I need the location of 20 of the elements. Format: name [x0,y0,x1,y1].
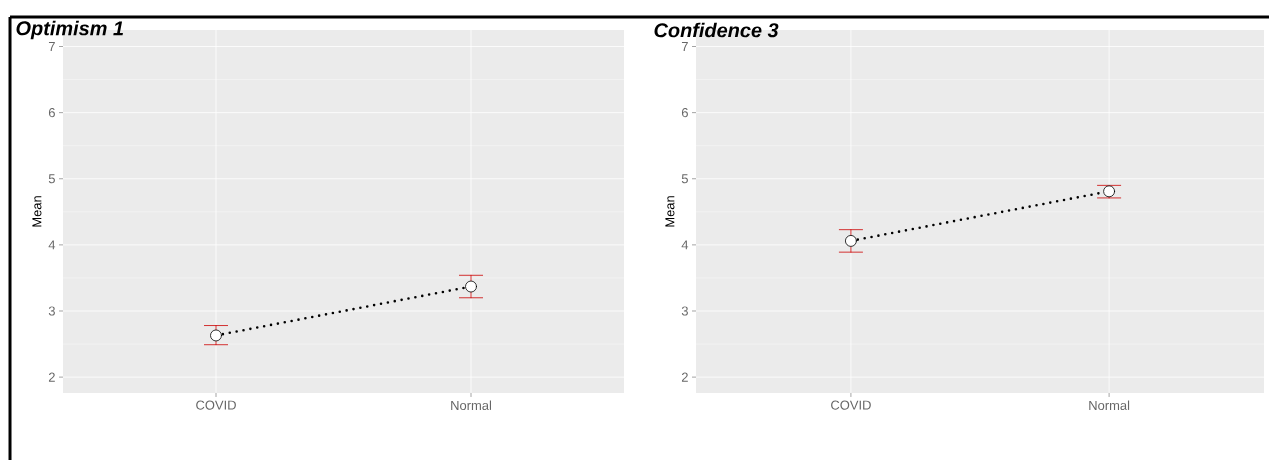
y-axis-title: Mean [32,196,42,227]
y-tick-label: 3 [681,306,688,316]
y-tick-label: 7 [48,42,55,51]
y-tick-label: 5 [48,174,55,184]
chart-title: Confidence 3 [654,22,779,38]
y-tick-label: 4 [681,240,689,250]
y-tick-label: 4 [48,240,56,250]
y-tick-label: 6 [48,108,55,118]
y-tick-label: 5 [681,174,688,184]
x-tick-label: Normal [451,400,492,411]
chart-title: Optimism 1 [16,20,123,40]
x-tick-label: Normal [1089,400,1130,411]
y-tick-label: 2 [681,372,688,382]
x-tick-label: COVID [831,400,871,410]
y-tick-label: 2 [48,372,55,382]
y-tick-label: 7 [681,42,688,51]
x-tick-label: COVID [196,400,236,410]
y-tick-label: 3 [48,306,55,316]
y-tick-label: 6 [681,108,688,118]
y-axis-title: Mean [665,196,675,227]
